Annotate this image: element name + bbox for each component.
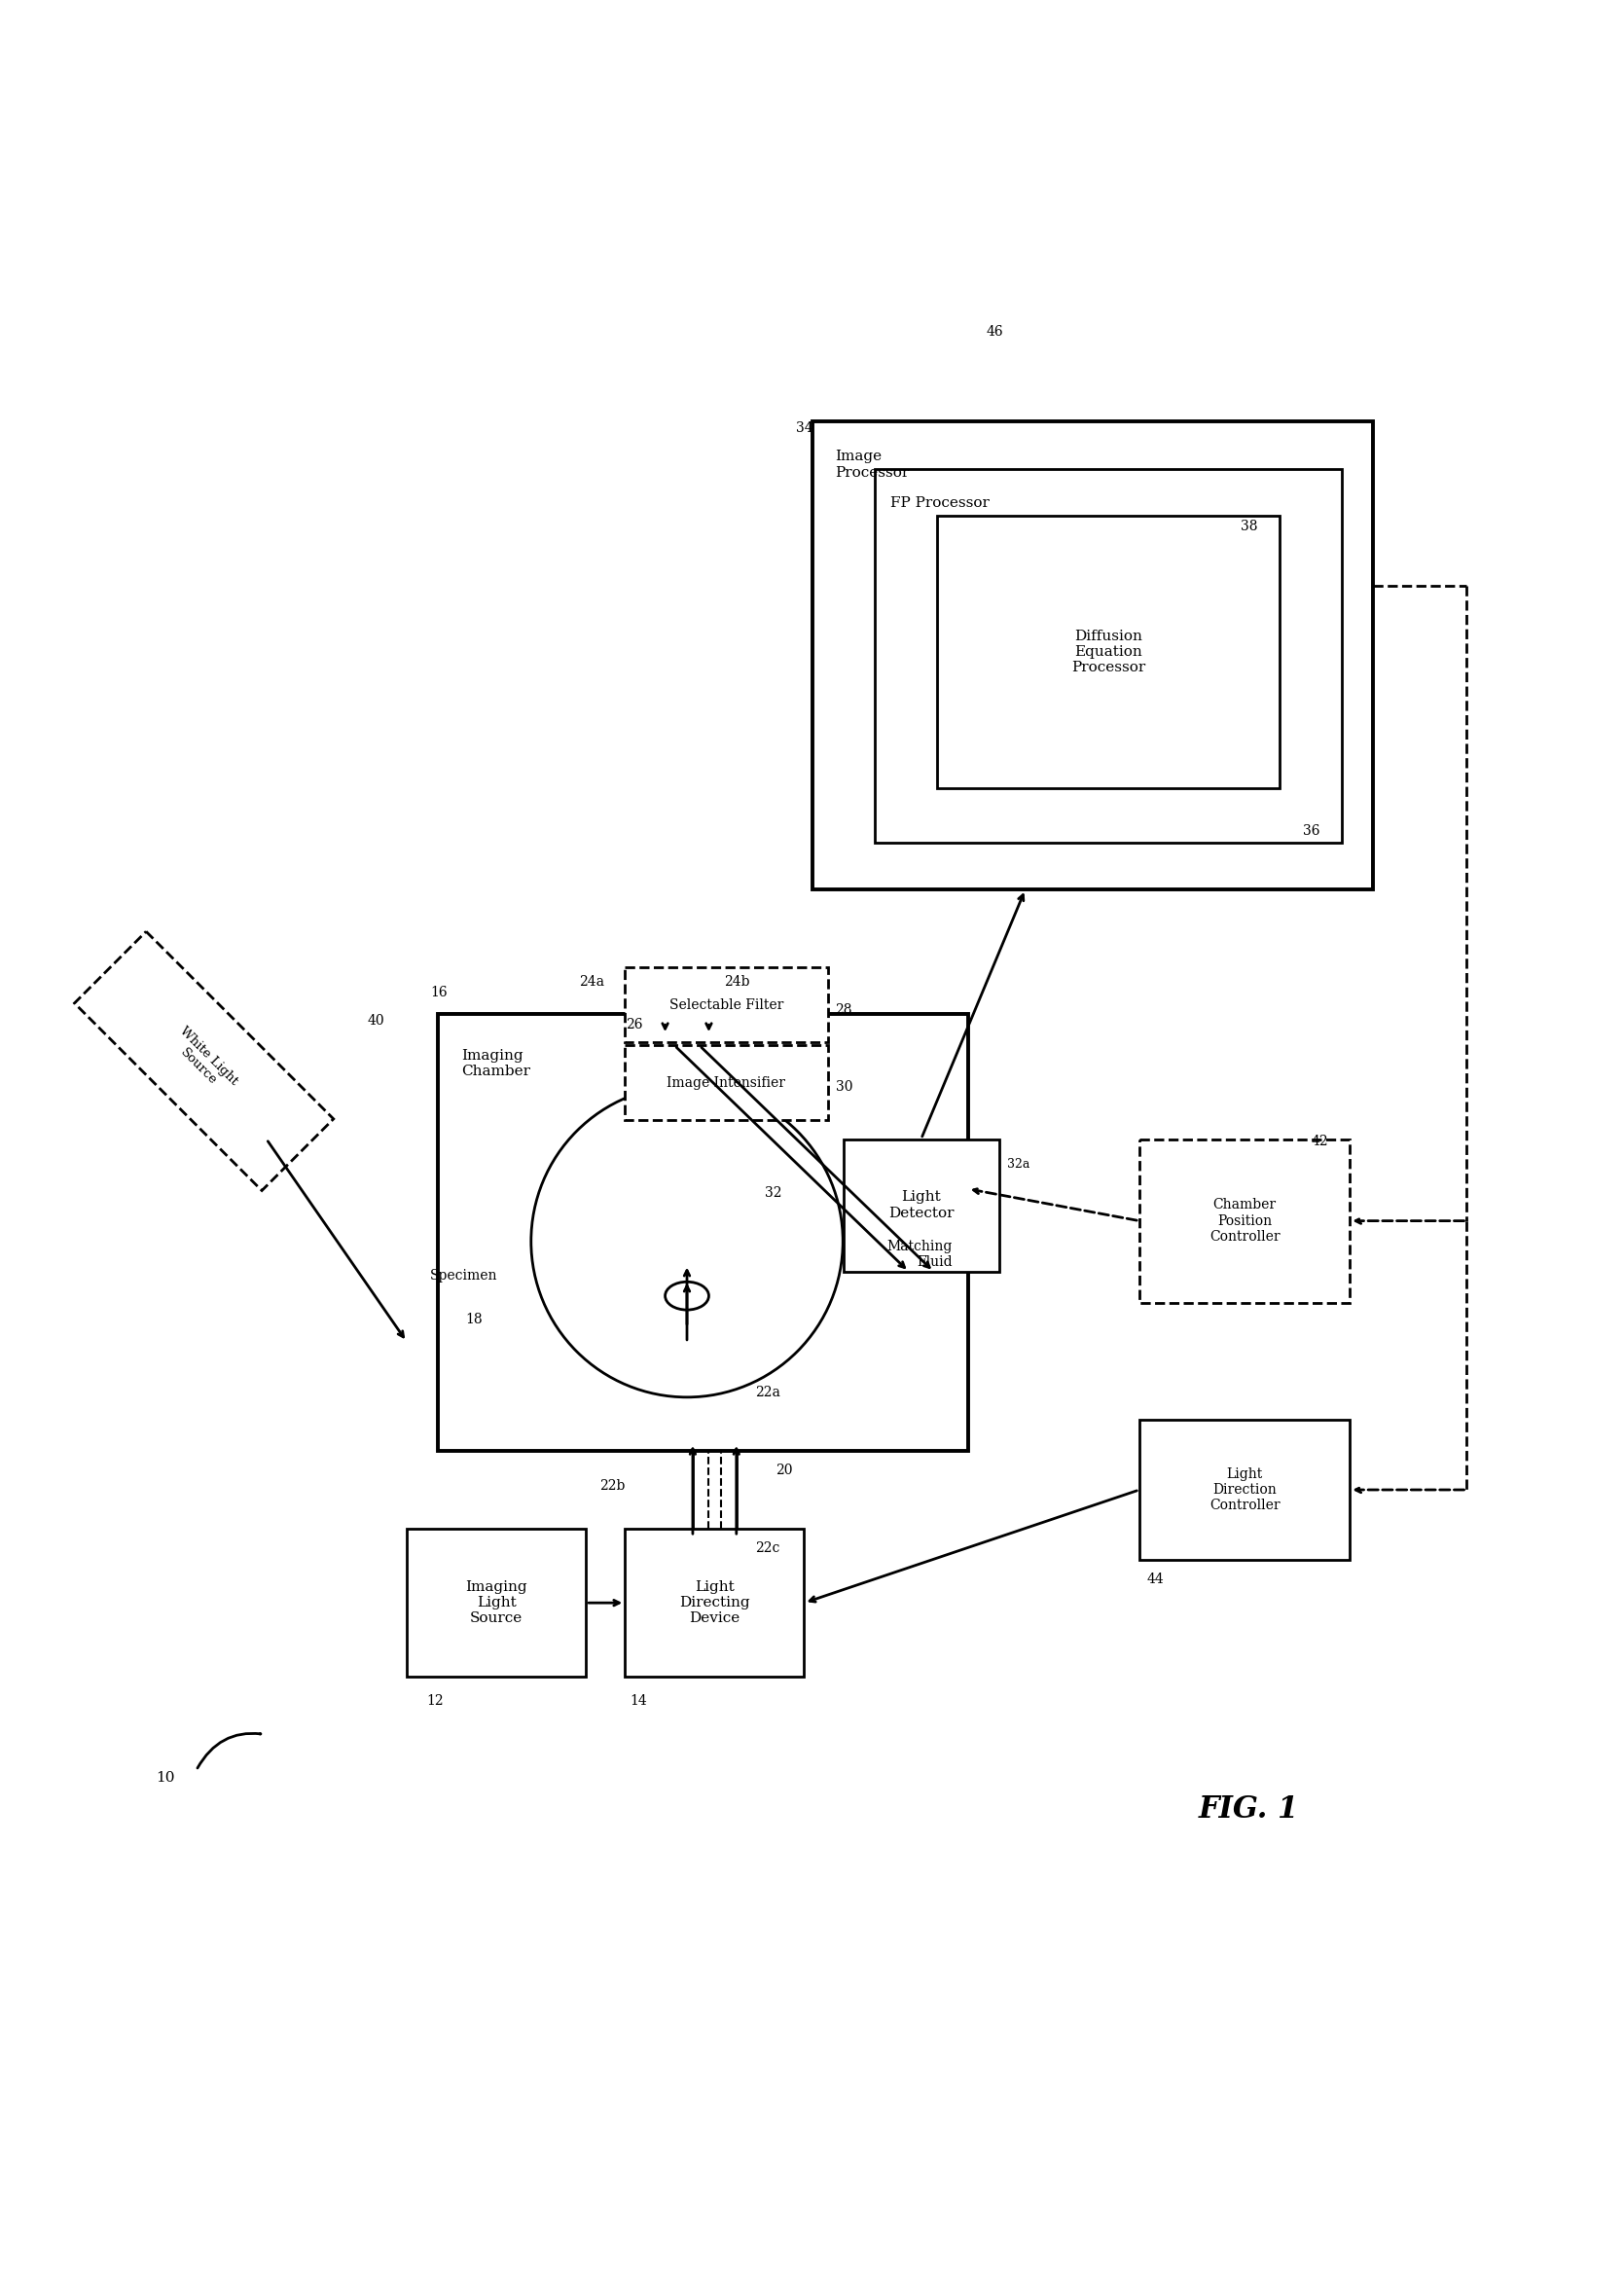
Text: 16: 16 bbox=[430, 986, 447, 1000]
Text: 10: 10 bbox=[156, 1772, 174, 1786]
Text: 22b: 22b bbox=[599, 1478, 625, 1492]
Text: 46: 46 bbox=[986, 326, 1004, 339]
FancyBboxPatch shape bbox=[406, 1529, 586, 1677]
Text: FIG. 1: FIG. 1 bbox=[1199, 1795, 1299, 1825]
FancyBboxPatch shape bbox=[1140, 1139, 1350, 1303]
Text: 14: 14 bbox=[630, 1695, 646, 1708]
Text: 34: 34 bbox=[796, 421, 814, 435]
Text: 42: 42 bbox=[1311, 1134, 1328, 1148]
Ellipse shape bbox=[666, 1283, 708, 1310]
Text: Imaging
Chamber: Imaging Chamber bbox=[461, 1048, 531, 1077]
FancyBboxPatch shape bbox=[625, 1529, 804, 1677]
Text: Image Intensifier: Image Intensifier bbox=[667, 1075, 786, 1089]
FancyBboxPatch shape bbox=[843, 1139, 999, 1271]
FancyBboxPatch shape bbox=[75, 932, 333, 1191]
Text: Selectable Filter: Selectable Filter bbox=[669, 998, 783, 1011]
Text: Light
Directing
Device: Light Directing Device bbox=[679, 1581, 750, 1626]
Text: Specimen: Specimen bbox=[430, 1269, 497, 1283]
Text: Diffusion
Equation
Processor: Diffusion Equation Processor bbox=[1072, 629, 1145, 674]
FancyBboxPatch shape bbox=[625, 1046, 828, 1121]
Text: 38: 38 bbox=[1241, 519, 1257, 533]
Text: 32a: 32a bbox=[1007, 1157, 1030, 1171]
Text: 22a: 22a bbox=[755, 1385, 780, 1399]
Text: Imaging
Light
Source: Imaging Light Source bbox=[466, 1581, 528, 1626]
Circle shape bbox=[531, 1084, 843, 1396]
FancyBboxPatch shape bbox=[438, 1014, 968, 1451]
Text: 26: 26 bbox=[627, 1018, 643, 1032]
Text: 22c: 22c bbox=[755, 1542, 780, 1556]
Text: 12: 12 bbox=[427, 1695, 443, 1708]
Text: 24a: 24a bbox=[580, 975, 604, 989]
Text: Light
Direction
Controller: Light Direction Controller bbox=[1210, 1467, 1280, 1513]
Text: 44: 44 bbox=[1147, 1572, 1164, 1585]
Text: 36: 36 bbox=[1302, 825, 1320, 838]
FancyBboxPatch shape bbox=[812, 421, 1374, 888]
Text: FP Processor: FP Processor bbox=[890, 497, 989, 510]
Text: Matching
Fluid: Matching Fluid bbox=[887, 1239, 952, 1269]
Text: 18: 18 bbox=[466, 1312, 482, 1326]
Text: 32: 32 bbox=[765, 1187, 783, 1201]
Text: White Light
Source: White Light Source bbox=[167, 1025, 240, 1098]
FancyBboxPatch shape bbox=[874, 469, 1341, 843]
Text: 40: 40 bbox=[367, 1014, 385, 1027]
FancyBboxPatch shape bbox=[1140, 1419, 1350, 1560]
FancyArrowPatch shape bbox=[198, 1734, 260, 1768]
Text: Light
Detector: Light Detector bbox=[888, 1191, 953, 1221]
FancyBboxPatch shape bbox=[625, 968, 828, 1043]
Text: 24b: 24b bbox=[724, 975, 750, 989]
Text: 28: 28 bbox=[835, 1002, 853, 1016]
Text: Image
Processor: Image Processor bbox=[835, 449, 909, 478]
Text: 30: 30 bbox=[835, 1080, 853, 1093]
Text: Chamber
Position
Controller: Chamber Position Controller bbox=[1210, 1198, 1280, 1244]
FancyBboxPatch shape bbox=[937, 515, 1280, 788]
Text: 20: 20 bbox=[775, 1462, 793, 1476]
